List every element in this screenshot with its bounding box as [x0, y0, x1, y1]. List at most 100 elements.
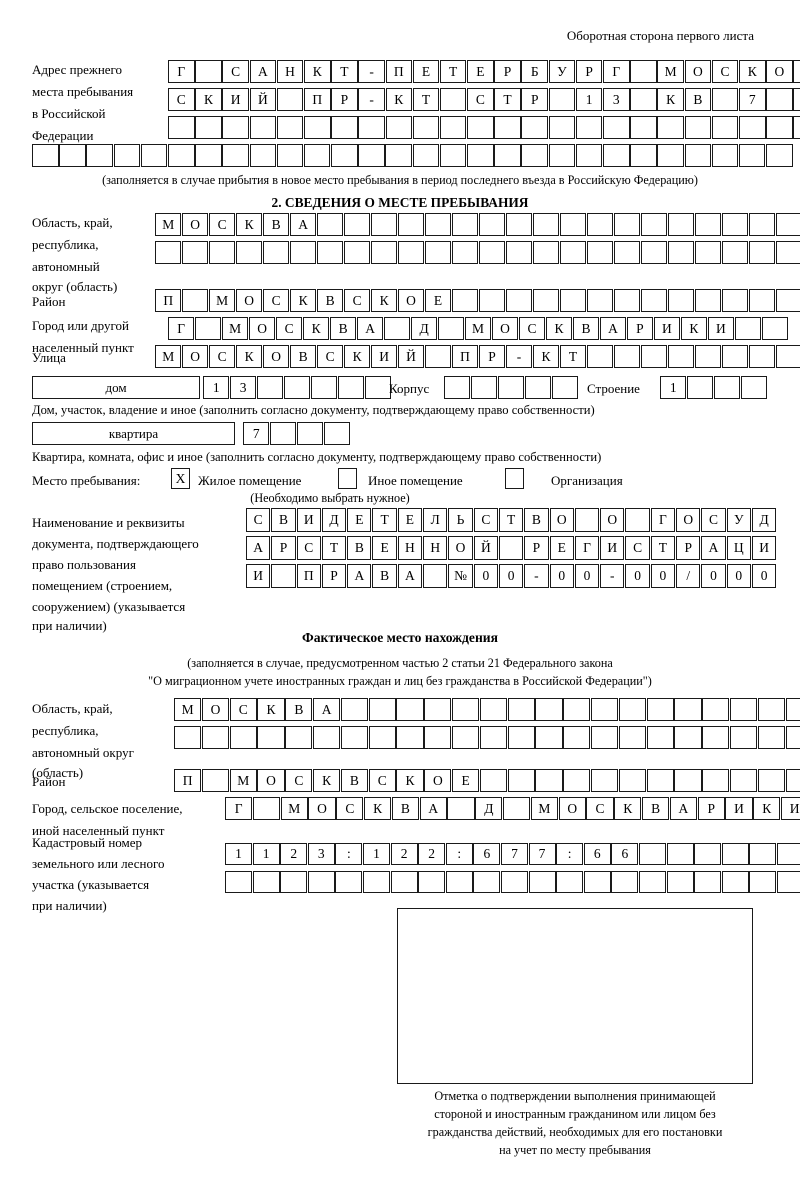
char-cell[interactable]	[640, 289, 668, 312]
char-cell[interactable]: Р	[331, 88, 358, 111]
char-cell[interactable]	[507, 769, 535, 792]
char-cell[interactable]	[667, 213, 695, 236]
char-cell[interactable]	[638, 871, 666, 893]
char-cell[interactable]	[418, 871, 446, 893]
char-cell[interactable]	[385, 144, 413, 167]
char-cell[interactable]: Р	[494, 60, 521, 83]
char-cell[interactable]: В	[793, 60, 800, 83]
char-cell[interactable]: О	[549, 508, 574, 532]
char-cell[interactable]	[575, 144, 603, 167]
char-cell[interactable]	[331, 144, 358, 167]
prev-address-row-4[interactable]	[32, 144, 793, 167]
char-cell[interactable]: Г	[603, 60, 630, 83]
char-cell[interactable]	[316, 241, 344, 264]
char-cell[interactable]: У	[548, 60, 576, 83]
char-cell[interactable]: К	[289, 289, 317, 312]
char-cell[interactable]	[563, 726, 591, 749]
char-cell[interactable]	[674, 769, 702, 792]
char-cell[interactable]	[761, 317, 789, 340]
char-cell[interactable]: А	[419, 797, 447, 820]
char-cell[interactable]	[155, 241, 182, 264]
char-cell[interactable]: С	[473, 508, 498, 532]
char-cell[interactable]: Р	[271, 536, 296, 560]
char-cell[interactable]: С	[208, 345, 236, 368]
char-cell[interactable]: О	[257, 769, 285, 792]
char-cell[interactable]: М	[174, 698, 202, 721]
char-cell[interactable]	[479, 726, 508, 749]
char-cell[interactable]	[775, 289, 800, 312]
char-cell[interactable]	[640, 345, 668, 368]
char-cell[interactable]	[757, 698, 786, 721]
char-cell[interactable]	[559, 241, 587, 264]
char-cell[interactable]: И	[751, 536, 777, 560]
char-cell[interactable]: Р	[697, 797, 725, 820]
char-cell[interactable]: Р	[321, 564, 347, 588]
char-cell[interactable]: Т	[439, 60, 467, 83]
char-cell[interactable]: У	[726, 508, 751, 532]
char-cell[interactable]: В	[572, 317, 600, 340]
char-cell[interactable]: С	[343, 289, 371, 312]
actual-region-row-2[interactable]	[174, 726, 800, 749]
char-cell[interactable]	[364, 376, 392, 399]
char-cell[interactable]	[563, 698, 591, 721]
char-cell[interactable]: О	[558, 797, 586, 820]
char-cell[interactable]	[289, 241, 317, 264]
char-cell[interactable]	[613, 213, 641, 236]
char-cell[interactable]: К	[195, 88, 222, 111]
char-cell[interactable]	[478, 241, 506, 264]
char-cell[interactable]	[721, 345, 749, 368]
char-cell[interactable]	[168, 116, 195, 139]
char-cell[interactable]: Р	[676, 536, 701, 560]
char-cell[interactable]: С	[711, 60, 739, 83]
char-cell[interactable]	[500, 871, 528, 893]
char-cell[interactable]: И	[725, 797, 753, 820]
char-cell[interactable]	[285, 726, 313, 749]
char-cell[interactable]	[358, 116, 385, 139]
char-cell[interactable]	[252, 797, 281, 820]
char-cell[interactable]	[32, 144, 59, 167]
char-cell[interactable]: О	[448, 536, 473, 560]
char-cell[interactable]	[222, 144, 249, 167]
char-cell[interactable]: В	[285, 698, 313, 721]
char-cell[interactable]: А	[347, 564, 372, 588]
char-cell[interactable]: В	[684, 88, 712, 111]
char-cell[interactable]	[312, 726, 341, 749]
char-cell[interactable]: К	[545, 317, 573, 340]
char-cell[interactable]: Р	[626, 317, 654, 340]
char-cell[interactable]: Е	[451, 769, 480, 792]
char-cell[interactable]	[181, 241, 209, 264]
char-cell[interactable]: Й	[397, 345, 425, 368]
char-cell[interactable]	[657, 116, 684, 139]
char-cell[interactable]: П	[303, 88, 331, 111]
char-cell[interactable]	[640, 241, 668, 264]
char-cell[interactable]: С	[168, 88, 195, 111]
char-cell[interactable]: П	[296, 564, 321, 588]
char-cell[interactable]	[498, 536, 524, 560]
char-cell[interactable]: О	[600, 508, 625, 532]
checkbox-inoe-pomeshchenie[interactable]	[338, 468, 357, 489]
document-row-3[interactable]: И П Р А В А № 0 0-0 0-0 0/0 0 0	[246, 564, 777, 588]
char-cell[interactable]	[524, 376, 552, 399]
char-cell[interactable]	[340, 726, 369, 749]
char-cell[interactable]: М	[208, 289, 236, 312]
char-cell[interactable]: 1	[362, 843, 390, 865]
char-cell[interactable]	[702, 726, 730, 749]
char-cell[interactable]	[451, 289, 479, 312]
char-cell[interactable]	[249, 116, 277, 139]
char-cell[interactable]	[694, 843, 722, 865]
char-cell[interactable]	[711, 116, 739, 139]
char-cell[interactable]: В	[289, 345, 317, 368]
char-cell[interactable]	[613, 241, 641, 264]
char-cell[interactable]: К	[235, 213, 263, 236]
char-cell[interactable]	[785, 769, 800, 792]
char-cell[interactable]	[229, 726, 257, 749]
char-cell[interactable]: К	[396, 769, 424, 792]
char-cell[interactable]: 0	[701, 564, 726, 588]
char-cell[interactable]	[439, 88, 467, 111]
char-cell[interactable]	[548, 144, 576, 167]
char-cell[interactable]: №	[448, 564, 473, 588]
char-cell[interactable]	[424, 726, 452, 749]
